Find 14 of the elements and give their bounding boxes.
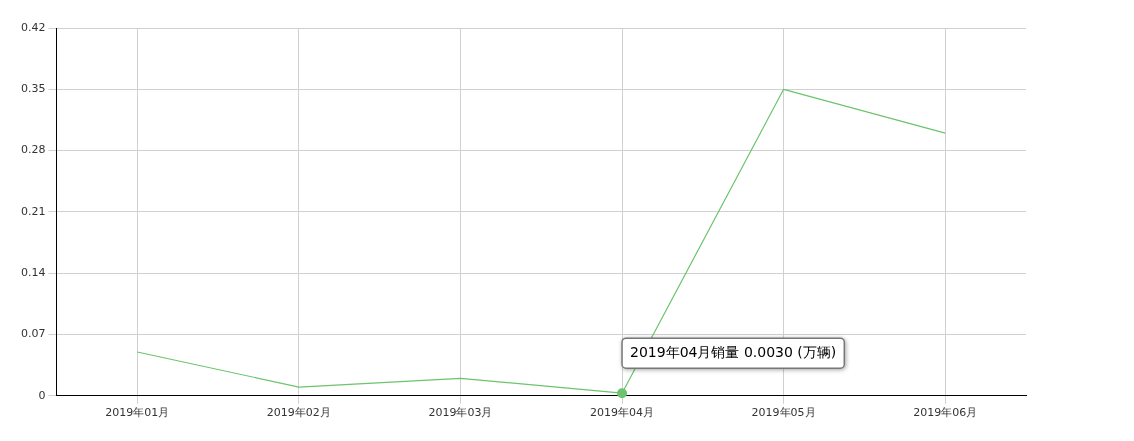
y-tick-label: 0.07 — [20, 327, 46, 341]
annotation: 2019年04月销量 0.0030 (万辆) — [630, 343, 837, 360]
x-tick-label: 2019年03月 — [428, 406, 493, 420]
y-tick-label: 0.28 — [20, 143, 46, 157]
y-tick-label: 0.35 — [20, 82, 46, 96]
y-tick-label: 0.21 — [20, 204, 46, 218]
x-tick-label: 2019年01月 — [105, 406, 170, 420]
y-tick-label: 0 — [38, 388, 46, 402]
x-tick-label: 2019年04月 — [590, 406, 655, 420]
x-tick-label: 2019年02月 — [266, 406, 331, 420]
x-tick-label: 2019年06月 — [913, 406, 978, 420]
y-tick-label: 0.14 — [20, 266, 46, 280]
y-tick-label: 0.42 — [20, 20, 46, 34]
x-tick-label: 2019年05月 — [751, 406, 816, 420]
